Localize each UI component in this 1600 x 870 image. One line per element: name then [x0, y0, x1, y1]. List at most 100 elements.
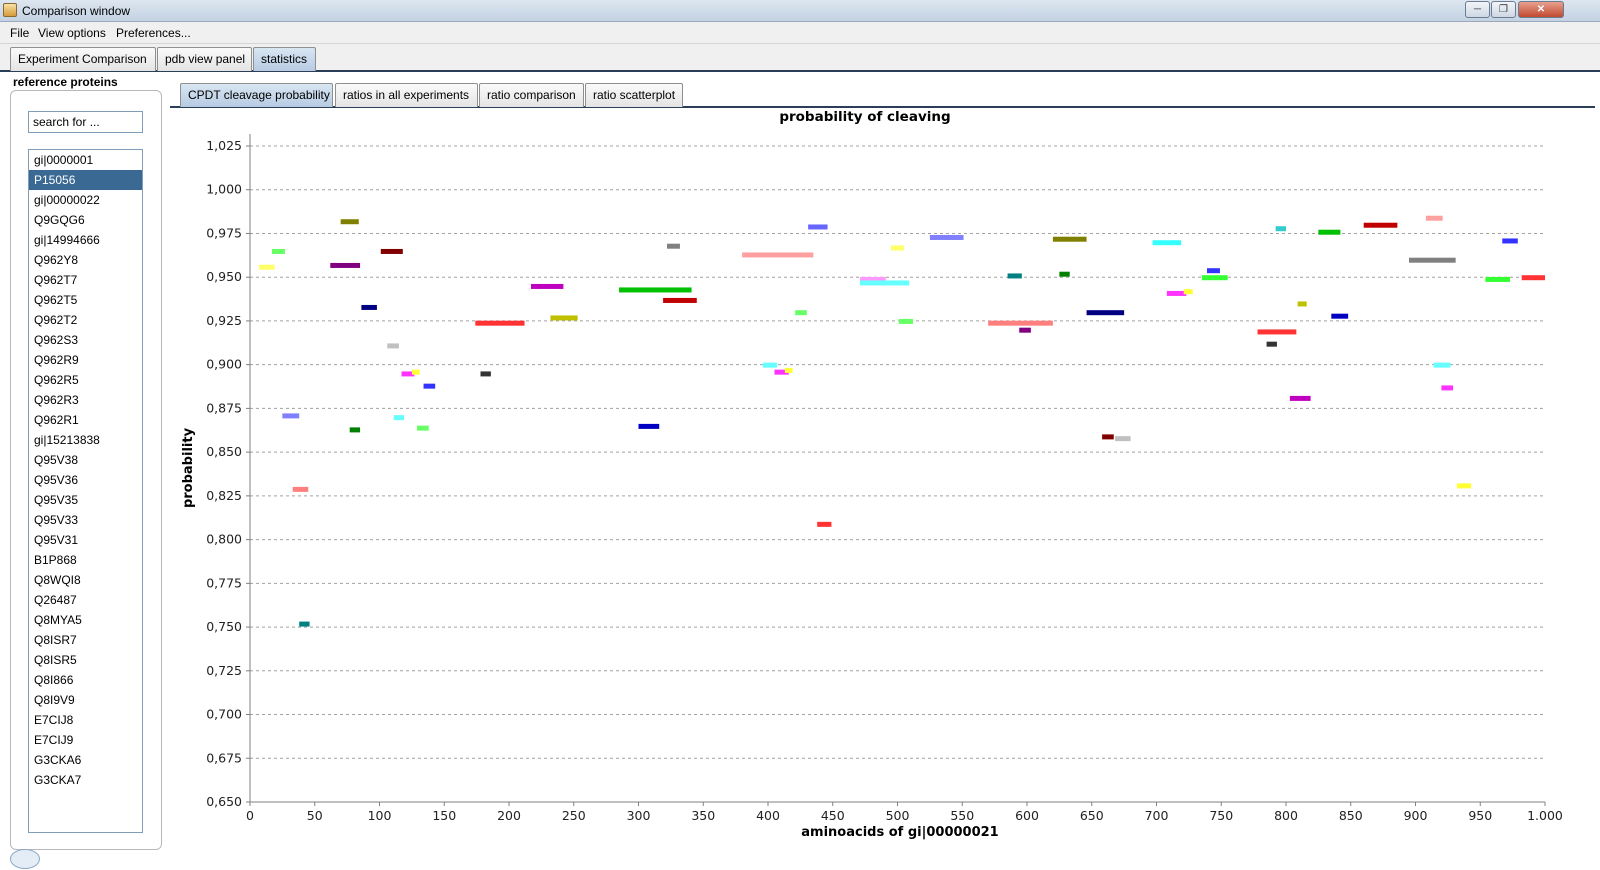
menu-view-options[interactable]: View options: [38, 26, 106, 40]
x-tick-label: 500: [886, 808, 910, 823]
protein-list-item[interactable]: Q962T2: [34, 313, 78, 327]
protein-list-item[interactable]: E7CIJ8: [34, 713, 74, 727]
y-tick-label: 0,650: [206, 794, 242, 809]
protein-list-item[interactable]: E7CIJ9: [34, 733, 74, 747]
menu-file[interactable]: File: [10, 26, 30, 40]
y-tick-label: 0,725: [206, 663, 242, 678]
protein-list-item[interactable]: Q8ISR7: [34, 633, 77, 647]
protein-list-item[interactable]: Q95V38: [34, 453, 79, 467]
y-tick-label: 1,000: [206, 182, 242, 197]
protein-list-item[interactable]: Q8ISR5: [34, 653, 77, 667]
cleavage-segment: [1201, 275, 1228, 281]
protein-list-item[interactable]: Q962Y8: [34, 253, 79, 267]
cleavage-segment: [666, 243, 680, 249]
panel-resize-handle[interactable]: [10, 849, 40, 869]
protein-list-item[interactable]: G3CKA7: [34, 773, 82, 787]
cleavage-segment: [1318, 229, 1341, 235]
cleavage-segment: [349, 427, 361, 433]
y-tick-label: 0,950: [206, 269, 242, 284]
protein-list-item[interactable]: Q26487: [34, 593, 77, 607]
cleavage-segment: [480, 371, 491, 377]
protein-list-item[interactable]: Q962R1: [34, 413, 79, 427]
cleavage-segment: [762, 362, 778, 368]
cleavage-segment: [1441, 385, 1454, 391]
tab-statistics[interactable]: statistics: [253, 47, 316, 71]
maximize-button[interactable]: ❐: [1491, 1, 1516, 18]
cleavage-segment: [417, 425, 429, 431]
protein-list-item[interactable]: gi|15213838: [34, 433, 100, 447]
protein-list-item[interactable]: Q962R3: [34, 393, 79, 407]
x-axis-title: aminoacids of gi|00000021: [801, 825, 998, 840]
minimize-button[interactable]: ─: [1465, 1, 1490, 18]
protein-list-item[interactable]: Q8WQI8: [34, 573, 81, 587]
cleavage-segment: [299, 621, 310, 627]
close-button[interactable]: ✕: [1518, 1, 1564, 18]
protein-list-item[interactable]: Q9GQG6: [34, 213, 85, 227]
protein-list-item[interactable]: Q8I866: [34, 673, 74, 687]
cleavage-segment: [808, 224, 828, 230]
cleavage-segment: [1152, 240, 1182, 246]
chart-title: probability of cleaving: [779, 110, 950, 125]
protein-list[interactable]: gi|0000001 P15056 gi|00000022 Q9GQG6 gi|1499…: [28, 149, 143, 833]
chart-segments: [259, 215, 1545, 627]
protein-list-item[interactable]: gi|0000001: [34, 153, 94, 167]
x-tick-label: 700: [1145, 808, 1169, 823]
cleavage-segment: [1456, 483, 1472, 489]
protein-list-item[interactable]: Q8MYA5: [34, 613, 82, 627]
protein-list-item[interactable]: Q95V33: [34, 513, 79, 527]
x-tick-label: 50: [307, 808, 323, 823]
cleavage-segment: [742, 252, 814, 258]
protein-list-item[interactable]: G3CKA6: [34, 753, 82, 767]
protein-list-item[interactable]: Q962R5: [34, 373, 79, 387]
x-tick-label: 0: [246, 808, 254, 823]
y-tick-label: 0,825: [206, 488, 242, 503]
protein-list-item[interactable]: gi|00000022: [34, 193, 100, 207]
protein-list-item[interactable]: Q95V36: [34, 473, 79, 487]
protein-list-item[interactable]: Q962R9: [34, 353, 79, 367]
cleavage-segment: [282, 413, 300, 419]
cleavage-segment: [1183, 289, 1193, 295]
protein-list-item[interactable]: gi|14994666: [34, 233, 100, 247]
tab-experiment-comparison[interactable]: Experiment Comparison: [10, 47, 156, 71]
cleavage-segment: [272, 248, 285, 254]
cleavage-segment: [891, 245, 904, 251]
cleavage-segment: [898, 318, 914, 324]
cleavage-segment: [774, 369, 789, 375]
x-tick-label: 600: [1015, 808, 1039, 823]
cleavage-segment: [361, 304, 377, 310]
cleavage-segment: [784, 367, 793, 373]
cleavage-segment: [1289, 395, 1311, 401]
protein-search-input[interactable]: [28, 111, 143, 133]
protein-list-item[interactable]: B1P868: [34, 553, 77, 567]
protein-list-item[interactable]: Q962S3: [34, 333, 79, 347]
y-tick-label: 0,850: [206, 444, 242, 459]
tab-ratios-in-all-experiments[interactable]: ratios in all experiments: [335, 83, 478, 107]
protein-list-item[interactable]: Q95V35: [34, 493, 79, 507]
tab-cpdt-cleavage-probability[interactable]: CPDT cleavage probability: [180, 83, 333, 107]
cleavage-segment: [1266, 341, 1277, 347]
cleavage-segment: [393, 415, 405, 421]
cleavage-segment: [1102, 434, 1114, 440]
protein-list-item[interactable]: Q962T7: [34, 273, 78, 287]
y-tick-label: 1,025: [206, 138, 242, 153]
y-tick-label: 0,700: [206, 707, 242, 722]
protein-list-item[interactable]: Q8I9V9: [34, 693, 75, 707]
cleavage-segment: [1297, 301, 1307, 307]
tab-ratio-scatterplot[interactable]: ratio scatterplot: [585, 83, 683, 107]
y-tick-label: 0,750: [206, 619, 242, 634]
y-tick-label: 0,925: [206, 313, 242, 328]
protein-list-item[interactable]: P15056: [29, 170, 142, 190]
cleavage-segment: [929, 234, 964, 240]
tab-ratio-comparison[interactable]: ratio comparison: [479, 83, 584, 107]
tab-pdb-view-panel[interactable]: pdb view panel: [157, 47, 252, 71]
cleavage-segment: [817, 521, 832, 527]
protein-list-item[interactable]: Q95V31: [34, 533, 79, 547]
x-tick-label: 450: [821, 808, 845, 823]
reference-proteins-label: reference proteins: [13, 75, 118, 89]
menu-preferences[interactable]: Preferences...: [116, 26, 191, 40]
cleavage-segment: [859, 280, 910, 286]
x-tick-label: 750: [1209, 808, 1233, 823]
cleavage-segment: [1059, 271, 1070, 277]
x-tick-label: 800: [1274, 808, 1298, 823]
protein-list-item[interactable]: Q962T5: [34, 293, 78, 307]
